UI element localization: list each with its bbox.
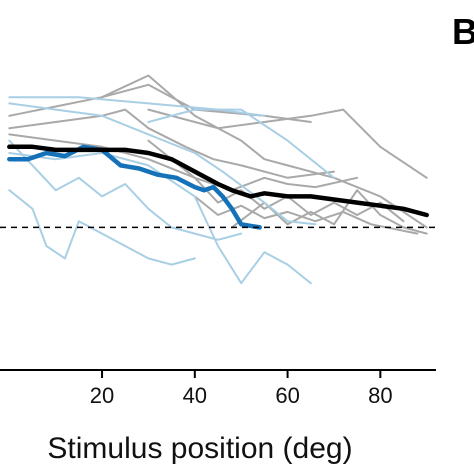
- series-line-black-15: [7, 144, 429, 218]
- x-tick-label: 40: [183, 383, 207, 408]
- panel-label: B: [452, 11, 474, 52]
- series-line-gray-0: [8, 83, 312, 123]
- series-line-light-blue-9: [8, 139, 243, 241]
- x-axis-ticks: 20 40 60 80: [90, 370, 393, 408]
- x-tick-label: 60: [275, 383, 299, 408]
- series-line-gray-1: [8, 108, 335, 179]
- series-line-light-blue-11: [8, 152, 312, 285]
- series-line-light-blue-8: [8, 102, 317, 226]
- x-tick-label: 20: [90, 383, 114, 408]
- series-line-gray-6: [193, 195, 419, 235]
- x-axis-title: Stimulus position (deg): [47, 432, 352, 465]
- series-line-gray-3: [101, 74, 428, 229]
- series-line-blue-14: [7, 144, 262, 230]
- series-line-light-blue-13: [8, 96, 266, 117]
- x-tick-label: 80: [368, 383, 392, 408]
- series-line-gray-4: [147, 108, 428, 179]
- series-line-light-blue-12: [147, 108, 335, 179]
- series-layer: [7, 74, 429, 285]
